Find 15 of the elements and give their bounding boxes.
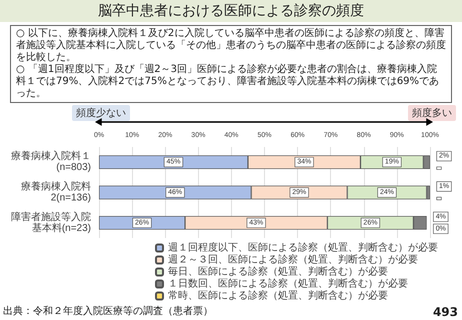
legend-label: １日数回、医師による診察（処置、判断含む）が必要 <box>168 278 408 290</box>
source-note: 出典：令和２年度入院医療等の調査（患者票） <box>3 304 213 318</box>
y-tick-label: 療養病棟入院料１(n=803) <box>11 150 91 174</box>
legend-label: 週１回程度以下、医師による診察（処置、判断含む）が必要 <box>168 242 438 254</box>
text: 493 <box>432 305 458 319</box>
y-tick-label: 障害者施設等入院基本料(n=23) <box>11 210 91 234</box>
chart-title: 脳卒中患者における医師による診察の頻度 <box>0 0 462 22</box>
text: 頻度少ない <box>72 105 130 121</box>
text: ○ 「週1回程度以下」及び「週2～3回」医師による診察が必要な患者の割合は、療養病棟入院料１では79%、入院料2では75%となっており、障害者施設等入院基本料の病棟では69%であった。 <box>16 64 440 100</box>
text: ○ 以下に、療養病棟入院料１及び2に入院している脳卒中患者の医師による診察の頻度と、障害者施設等入院基本料に入院している「その他」患者のうちの脳卒中患者の医師による診察の頻度を比較した。 <box>16 28 446 64</box>
legend-label: 常時、医師による診察（処置、判断含む）が必要 <box>168 290 388 302</box>
y-tick-label: 療養病棟入院料2(n=136) <box>21 180 91 204</box>
legend-label: 毎日、医師による診察（処置、判断含む）が必要 <box>168 266 388 278</box>
text: 頻度多い <box>408 105 456 121</box>
legend-label: 週２～３回、医師による診察（処置、判断含む）が必要 <box>168 254 418 266</box>
